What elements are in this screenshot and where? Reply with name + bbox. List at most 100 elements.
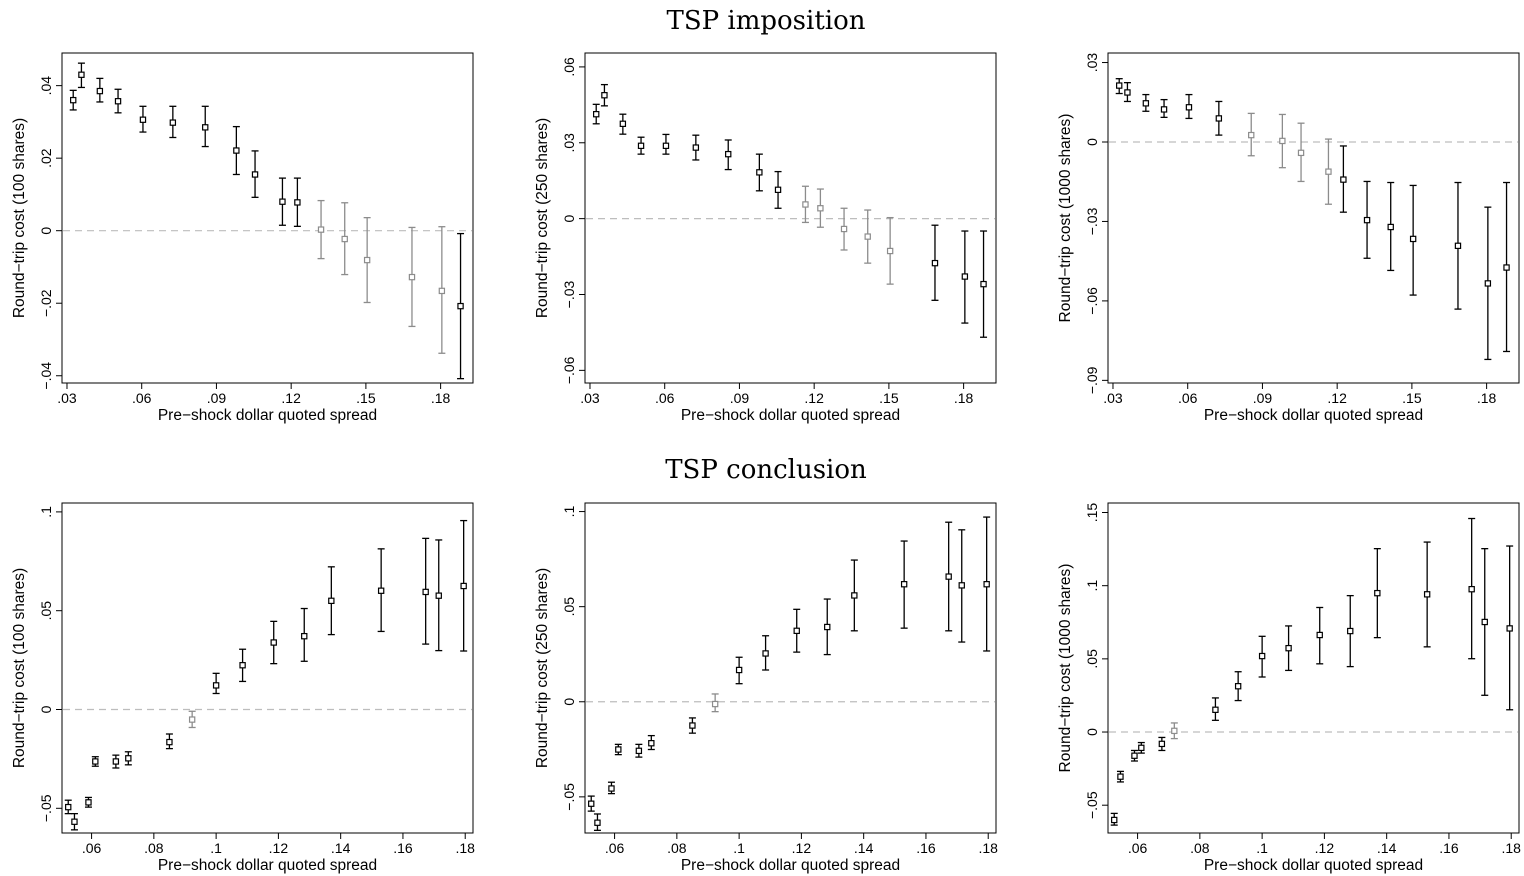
data-point-con-250-8 — [711, 693, 719, 713]
data-point-imp-250-17 — [980, 230, 988, 338]
y-tick-label: −.03 — [561, 280, 577, 308]
point-marker — [1158, 740, 1166, 748]
x-tick-label: .14 — [1377, 840, 1397, 856]
point-marker — [886, 247, 894, 255]
plot-frame — [1107, 502, 1520, 834]
point-marker — [824, 623, 831, 631]
point-marker — [328, 597, 335, 605]
point-marker — [1117, 773, 1124, 780]
data-point-con-1000-7 — [1211, 697, 1219, 721]
data-point-imp-250-7 — [724, 139, 732, 171]
point-marker — [92, 758, 99, 765]
point-marker — [1258, 652, 1266, 660]
row-title-conclusion: TSP conclusion — [665, 455, 867, 485]
point-marker — [78, 71, 85, 78]
point-marker — [594, 819, 601, 826]
data-point-imp-100-12 — [317, 199, 325, 260]
x-tick-label: .06 — [132, 390, 152, 406]
y-tick-label: −.09 — [1084, 366, 1100, 394]
x-tick-label: .15 — [879, 390, 899, 406]
data-point-imp-100-15 — [408, 226, 416, 328]
data-point-con-1000-11 — [1316, 606, 1324, 665]
data-point-imp-250-15 — [931, 224, 939, 301]
x-tick-label: .16 — [1439, 840, 1459, 856]
point-marker — [233, 147, 240, 154]
data-point-imp-250-10 — [801, 185, 809, 224]
panel-con-250: .06.08.1.12.14.16.18−.050.05.1Pre−shock … — [534, 502, 998, 874]
x-tick-label: .12 — [281, 390, 301, 406]
y-tick-label: .1 — [38, 506, 54, 518]
y-tick-label: −.03 — [1084, 207, 1100, 235]
data-point-imp-250-1 — [592, 103, 600, 125]
data-point-con-100-8 — [188, 710, 196, 729]
point-marker — [1423, 591, 1431, 598]
data-point-imp-100-1 — [69, 89, 77, 111]
data-point-con-250-11 — [793, 608, 801, 653]
data-point-imp-250-14 — [886, 216, 894, 285]
data-point-con-100-13 — [327, 566, 335, 636]
y-tick-label: −.05 — [1084, 791, 1100, 819]
data-point-con-100-9 — [212, 672, 220, 695]
data-point-imp-100-16 — [438, 226, 446, 354]
data-point-imp-100-10 — [278, 177, 286, 226]
plot-frame — [1107, 52, 1520, 384]
data-point-con-100-2 — [70, 812, 78, 831]
point-marker — [1316, 631, 1323, 639]
data-point-imp-100-3 — [96, 77, 104, 103]
data-point-con-250-17 — [983, 516, 991, 652]
point-marker — [1124, 89, 1131, 96]
data-point-con-1000-17 — [1506, 545, 1514, 711]
point-marker — [341, 235, 348, 243]
data-point-imp-250-13 — [864, 209, 872, 264]
point-marker — [166, 738, 173, 746]
point-marker — [1285, 644, 1292, 652]
point-marker — [864, 233, 871, 240]
data-point-imp-100-9 — [251, 150, 259, 198]
point-marker — [1481, 618, 1488, 626]
data-point-con-1000-3 — [1130, 749, 1138, 762]
data-point-imp-1000-16 — [1484, 206, 1492, 361]
x-tick-label: .06 — [82, 840, 102, 856]
y-tick-label: −.02 — [38, 289, 54, 317]
data-point-con-1000-4 — [1137, 741, 1145, 754]
data-point-con-100-1 — [64, 799, 72, 815]
point-marker — [1363, 216, 1371, 224]
y-tick-label: 0 — [561, 698, 577, 706]
point-marker — [1215, 115, 1223, 122]
point-marker — [1297, 149, 1305, 157]
data-point-con-100-14 — [377, 548, 385, 633]
point-marker — [169, 119, 177, 126]
data-point-con-250-1 — [587, 795, 595, 812]
data-point-con-100-16 — [435, 539, 443, 652]
point-marker — [735, 666, 743, 674]
panel-con-100: .06.08.1.12.14.16.18−.050.05.1Pre−shock … — [11, 502, 475, 874]
data-point-imp-100-4 — [114, 88, 122, 114]
point-marker — [112, 758, 120, 765]
point-marker — [377, 587, 385, 594]
x-tick-label: .14 — [854, 840, 874, 856]
x-tick-label: .18 — [431, 390, 451, 406]
data-point-imp-100-11 — [293, 177, 301, 227]
panel-imp-1000: .03 .06 .09 .12 .15 .18 −.09 −.06 −.03 0 .03 Pre−sh… — [1057, 52, 1520, 424]
data-point-imp-250-3 — [619, 113, 627, 135]
x-tick-label: .18 — [978, 840, 998, 856]
data-point-imp-250-5 — [662, 133, 670, 155]
point-marker — [817, 205, 824, 212]
x-tick-label: .06 — [1178, 390, 1198, 406]
x-tick-label: .03 — [580, 390, 600, 406]
point-marker — [648, 740, 655, 747]
point-marker — [114, 98, 122, 105]
x-tick-label: .12 — [1327, 390, 1347, 406]
point-marker — [1468, 585, 1475, 593]
point-marker — [1248, 131, 1255, 139]
point-marker — [900, 581, 908, 588]
point-marker — [1185, 104, 1193, 111]
data-point-imp-250-8 — [755, 153, 763, 192]
point-marker — [1171, 727, 1178, 735]
x-tick-label: .12 — [792, 840, 812, 856]
data-point-imp-1000-1 — [1115, 78, 1123, 95]
data-point-imp-1000-2 — [1123, 82, 1131, 103]
row-title-imposition: TSP imposition — [667, 6, 866, 36]
point-marker — [802, 201, 809, 208]
